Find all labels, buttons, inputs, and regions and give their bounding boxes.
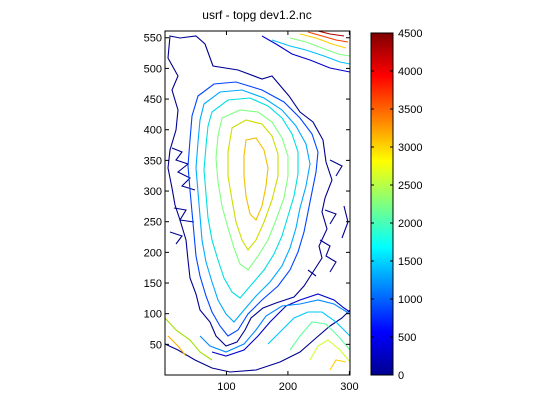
contour-level-3000 xyxy=(243,137,269,221)
contour-topright-coast xyxy=(261,35,350,73)
y-tick-label: 400 xyxy=(144,125,162,137)
x-tick-label: 100 xyxy=(217,381,235,393)
contour-topright-3 xyxy=(299,33,347,49)
contour-topright-1 xyxy=(271,39,350,65)
contour-south-2500 xyxy=(329,359,347,371)
y-tick-label: 350 xyxy=(144,155,162,167)
y-tick-label: 550 xyxy=(144,33,162,45)
contour-south-1000 xyxy=(267,311,350,345)
x-tick-label: 200 xyxy=(279,381,297,393)
x-tick-label: 300 xyxy=(340,381,358,393)
colorbar-tick-label: 2000 xyxy=(398,218,422,230)
colorbar-tick-label: 1000 xyxy=(398,294,422,306)
contour-south-500 xyxy=(199,299,350,353)
y-tick-label: 150 xyxy=(144,278,162,290)
contour-plot-area: 50 100 150 200 250 300 350 400 450 500 550 100 200 3… xyxy=(144,30,359,393)
colorbar-tick-label: 3500 xyxy=(398,104,422,116)
contour-lines xyxy=(165,31,350,373)
y-tick-label: 200 xyxy=(144,247,162,259)
y-tick-label: 250 xyxy=(144,217,162,229)
y-tick-label: 450 xyxy=(144,94,162,106)
colorbar: 0 500 1000 1500 2000 2500 3000 3500 4000 4500 xyxy=(370,28,422,382)
contour-level-2000 xyxy=(215,109,289,271)
chart-title: usrf - topg dev1.2.nc xyxy=(202,8,311,22)
colorbar-tick-label: 4500 xyxy=(398,28,422,40)
contour-level-0-coast xyxy=(167,35,333,347)
colorbar-tick-label: 2500 xyxy=(398,180,422,192)
colorbar-tick-label: 1500 xyxy=(398,256,422,268)
contour-south-2000 xyxy=(309,339,350,363)
contour-level-2500 xyxy=(227,119,279,251)
colorbar-ticks: 0 500 1000 1500 2000 2500 3000 3500 4000 4500 xyxy=(371,28,422,382)
y-tick-label: 50 xyxy=(150,339,162,351)
contour-south-1500 xyxy=(289,321,350,351)
contour-topright-4 xyxy=(307,31,349,43)
contour-topright-5 xyxy=(317,31,345,37)
y-tick-label: 100 xyxy=(144,309,162,321)
colorbar-tick-label: 0 xyxy=(398,370,404,382)
colorbar-frame xyxy=(370,32,394,376)
x-axis: 100 200 300 xyxy=(217,31,359,393)
y-tick-label: 300 xyxy=(144,186,162,198)
contour-level-1500 xyxy=(203,97,299,299)
contour-level-500 xyxy=(187,81,319,337)
y-tick-label: 500 xyxy=(144,63,162,75)
plot-frame xyxy=(164,30,351,376)
colorbar-tick-label: 3000 xyxy=(398,142,422,154)
contour-level-1000 xyxy=(195,89,311,323)
y-axis: 50 100 150 200 250 300 350 400 450 500 550 xyxy=(144,33,350,351)
contour-southwest-2 xyxy=(167,335,187,357)
colorbar-gradient xyxy=(371,33,393,375)
contour-level-0-south xyxy=(165,309,350,373)
colorbar-tick-label: 500 xyxy=(398,332,416,344)
colorbar-tick-label: 4000 xyxy=(398,66,422,78)
contour-topright-2 xyxy=(289,37,350,57)
contour-southwest xyxy=(165,317,213,361)
